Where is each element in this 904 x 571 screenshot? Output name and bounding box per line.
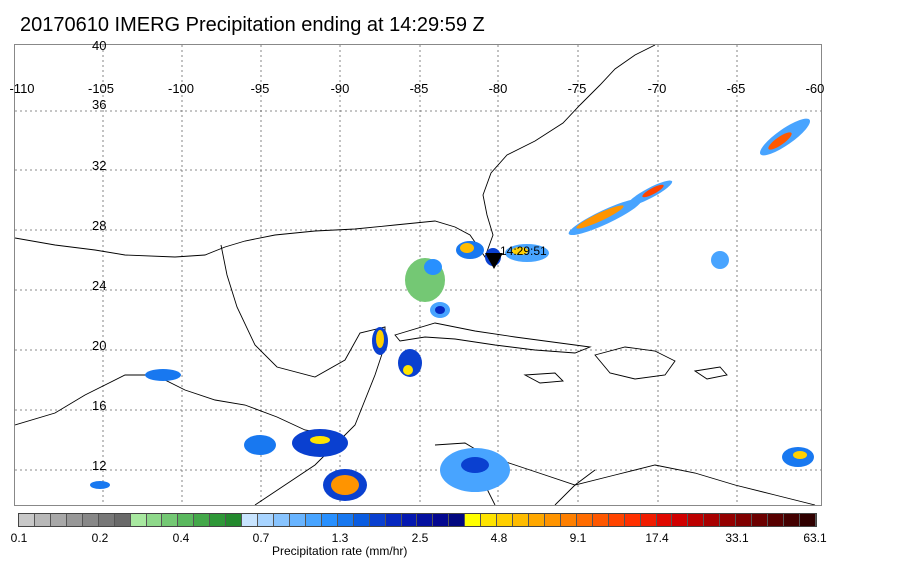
colorbar-swatch bbox=[481, 514, 498, 526]
colorbar-swatch bbox=[82, 514, 99, 526]
colorbar-swatch bbox=[66, 514, 83, 526]
lat-label: 36 bbox=[92, 97, 107, 112]
lat-label: 16 bbox=[92, 398, 107, 413]
colorbar-swatch bbox=[305, 514, 322, 526]
lat-label: 28 bbox=[92, 218, 107, 233]
colorbar-swatch bbox=[752, 514, 769, 526]
colorbar-swatch bbox=[497, 514, 514, 526]
lat-label-40: 40 bbox=[92, 38, 107, 53]
colorbar-tick: 2.5 bbox=[411, 531, 429, 545]
colorbar-swatch bbox=[784, 514, 800, 526]
marker-time-label: 14:29:51 bbox=[500, 244, 547, 258]
colorbar-swatch bbox=[258, 514, 274, 526]
precipitation-map bbox=[14, 44, 822, 506]
lon-label: -90 bbox=[330, 81, 350, 96]
colorbar-swatch bbox=[274, 514, 290, 526]
lon-label: -105 bbox=[87, 81, 115, 96]
colorbar-swatch bbox=[34, 514, 51, 526]
colorbar-swatch bbox=[513, 514, 529, 526]
precipitation-colorbar bbox=[18, 513, 817, 527]
colorbar-swatch bbox=[226, 514, 243, 526]
colorbar-swatch bbox=[289, 514, 306, 526]
colorbar-swatch bbox=[640, 514, 657, 526]
lat-label: 32 bbox=[92, 158, 107, 173]
lat-label: 24 bbox=[92, 278, 107, 293]
colorbar-tick: 1.3 bbox=[331, 531, 349, 545]
colorbar-tick: 4.8 bbox=[490, 531, 508, 545]
colorbar-swatch bbox=[544, 514, 561, 526]
colorbar-swatch bbox=[146, 514, 163, 526]
colorbar-swatch bbox=[337, 514, 354, 526]
map-title: 20170610 IMERG Precipitation ending at 1… bbox=[20, 14, 485, 36]
colorbar-tick: 0.4 bbox=[172, 531, 190, 545]
lon-label: -85 bbox=[409, 81, 429, 96]
colorbar-swatch bbox=[704, 514, 721, 526]
colorbar-swatch bbox=[401, 514, 418, 526]
colorbar-swatch bbox=[98, 514, 115, 526]
lat-label: 12 bbox=[92, 458, 107, 473]
precipitation-cells bbox=[90, 118, 814, 501]
lon-label: -110 bbox=[9, 81, 35, 96]
colorbar-tick: 0.7 bbox=[252, 531, 270, 545]
colorbar-tick: 33.1 bbox=[725, 531, 749, 545]
colorbar-swatch bbox=[768, 514, 784, 526]
colorbar-swatch bbox=[433, 514, 450, 526]
colorbar-swatch bbox=[194, 514, 211, 526]
colorbar-swatch bbox=[130, 514, 147, 526]
colorbar-swatch bbox=[321, 514, 338, 526]
colorbar-swatch bbox=[369, 514, 386, 526]
colorbar-swatch bbox=[385, 514, 402, 526]
lat-label: 20 bbox=[92, 338, 107, 353]
colorbar-swatch bbox=[576, 514, 593, 526]
colorbar-swatch bbox=[736, 514, 753, 526]
lon-label: -100 bbox=[167, 81, 195, 96]
colorbar-swatch bbox=[353, 514, 370, 526]
colorbar-tick: 0.2 bbox=[91, 531, 109, 545]
colorbar-tick: 63.1 bbox=[803, 531, 827, 545]
colorbar-tick: 9.1 bbox=[569, 531, 587, 545]
colorbar-swatch bbox=[799, 514, 816, 526]
colorbar-swatch bbox=[529, 514, 545, 526]
lon-label: -75 bbox=[567, 81, 587, 96]
lon-label: -70 bbox=[647, 81, 667, 96]
colorbar-swatch bbox=[672, 514, 689, 526]
lon-label: -65 bbox=[726, 81, 746, 96]
colorbar-swatch bbox=[114, 514, 131, 526]
colorbar-swatch bbox=[592, 514, 609, 526]
lon-label: -60 bbox=[805, 81, 825, 96]
colorbar-swatch bbox=[50, 514, 67, 526]
lon-label: -95 bbox=[250, 81, 270, 96]
colorbar-swatch bbox=[242, 514, 259, 526]
colorbar-swatch bbox=[210, 514, 227, 526]
colorbar-swatch bbox=[720, 514, 737, 526]
lon-label: -80 bbox=[488, 81, 508, 96]
colorbar-tick: 0.1 bbox=[10, 531, 28, 545]
satellite-position-marker bbox=[485, 253, 503, 269]
colorbar-swatch bbox=[465, 514, 482, 526]
graticule bbox=[15, 45, 821, 505]
colorbar-swatch bbox=[608, 514, 625, 526]
colorbar-swatch bbox=[417, 514, 434, 526]
colorbar-swatch bbox=[19, 514, 35, 526]
colorbar-tick: 17.4 bbox=[645, 531, 669, 545]
colorbar-swatch bbox=[560, 514, 577, 526]
colorbar-swatch bbox=[178, 514, 195, 526]
colorbar-swatch bbox=[656, 514, 673, 526]
colorbar-swatch bbox=[624, 514, 641, 526]
colorbar-label: Precipitation rate (mm/hr) bbox=[272, 544, 408, 558]
colorbar-swatch bbox=[162, 514, 179, 526]
colorbar-swatch bbox=[688, 514, 705, 526]
colorbar-swatch bbox=[449, 514, 466, 526]
map-canvas bbox=[15, 45, 821, 505]
